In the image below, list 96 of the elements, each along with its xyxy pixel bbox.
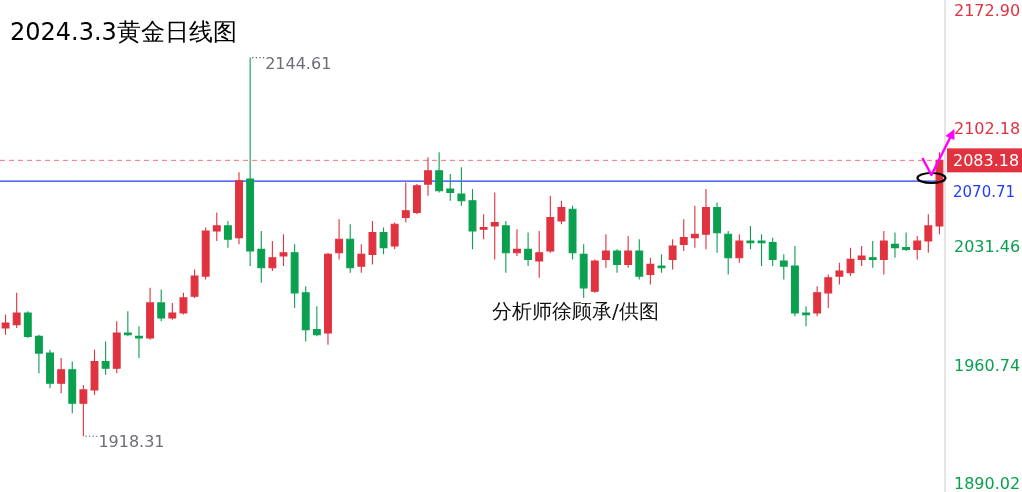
candlestick [891, 232, 899, 259]
candlestick [457, 166, 466, 207]
candlestick [401, 181, 410, 224]
candlestick [879, 230, 888, 275]
candlestick [657, 253, 666, 274]
ref-line-label: 2083.18 [953, 151, 1020, 171]
candlestick [446, 173, 455, 202]
candlestick [557, 200, 566, 225]
candlestick [324, 252, 332, 346]
candlestick [279, 233, 288, 267]
candlestick [435, 151, 444, 193]
candlestick [546, 195, 555, 254]
candlestick [290, 243, 299, 309]
candlestick [846, 247, 855, 277]
candlestick [646, 257, 655, 286]
candlestick [935, 151, 944, 235]
candlestick [868, 240, 877, 269]
y-tick-label: 1960.74 [954, 355, 1021, 375]
candlestick [123, 310, 132, 337]
candlestick [335, 218, 344, 260]
candlestick [135, 325, 143, 359]
candlestick [268, 240, 277, 272]
candlestick [690, 205, 699, 249]
candlestick [157, 288, 166, 322]
candlestick [802, 305, 810, 327]
candlestick [246, 57, 255, 267]
candlestick [68, 360, 77, 414]
y-tick-label: 2031.46 [954, 237, 1021, 257]
candlestick [312, 305, 321, 337]
candlestick [513, 228, 521, 257]
candlestick [346, 223, 355, 274]
candlestick [23, 310, 32, 339]
candlestick [257, 230, 266, 284]
candlestick [390, 222, 399, 250]
candlestick [379, 227, 388, 255]
candlestick [479, 213, 488, 240]
candlestick [368, 220, 377, 265]
y-tick-label: 2102.18 [954, 119, 1021, 139]
candlestick [212, 211, 221, 242]
candlestick [146, 287, 155, 341]
candlestick [824, 273, 833, 309]
candlestick [490, 191, 499, 260]
candlestick [535, 230, 544, 279]
candlestick [79, 384, 88, 437]
annotation: 1918.31 [98, 432, 165, 452]
candlestick [590, 258, 599, 294]
candlestick [724, 230, 733, 275]
candlestick [790, 245, 799, 317]
candlestick [613, 248, 621, 274]
candlestick [34, 334, 43, 374]
candlestick [101, 340, 110, 376]
candlestick [757, 233, 766, 267]
candlestick [57, 357, 66, 394]
candlestick [835, 262, 844, 286]
candlestick [424, 156, 432, 197]
candlestick [235, 171, 243, 245]
candlestick [779, 253, 788, 281]
candlestick [201, 227, 210, 281]
candlestick [768, 237, 777, 267]
candlestick [190, 268, 199, 299]
candlestick [902, 232, 911, 252]
candlestick [679, 218, 688, 252]
candlestick [223, 220, 232, 249]
candlestick [112, 320, 121, 374]
candlestick [735, 233, 744, 264]
annotation: 分析师徐顾承/供图 [492, 299, 659, 323]
candlestick [90, 349, 99, 396]
candlestick [924, 213, 933, 254]
candlestick [501, 220, 510, 274]
candlestick [668, 238, 677, 270]
candlestick [1, 314, 10, 336]
ref-line-label: 2070.71 [953, 183, 1016, 202]
candlestick [601, 233, 610, 269]
candlestick [357, 243, 366, 274]
candlestick [179, 292, 188, 316]
candlestick [168, 302, 177, 321]
candlestick [12, 292, 21, 329]
candlestick [702, 188, 710, 250]
candlestick [524, 232, 533, 267]
candlestick [913, 235, 922, 260]
candlestick [412, 183, 421, 215]
candlestick [301, 285, 310, 342]
candlestick [635, 238, 644, 281]
candlestick [713, 201, 722, 254]
y-tick-label: 2172.90 [954, 0, 1021, 20]
candlestick [813, 285, 822, 317]
text: 2024.3.3黄金日线图 [10, 18, 237, 46]
candlestick [568, 205, 577, 260]
candlestick [624, 235, 633, 269]
candlestick [857, 245, 866, 267]
y-tick-label: 1890.02 [954, 474, 1021, 492]
candlestick [746, 225, 755, 250]
annotation: 2144.61 [265, 53, 332, 73]
candlestick [579, 243, 588, 299]
candlestick [46, 349, 54, 389]
candlestick [468, 188, 477, 250]
